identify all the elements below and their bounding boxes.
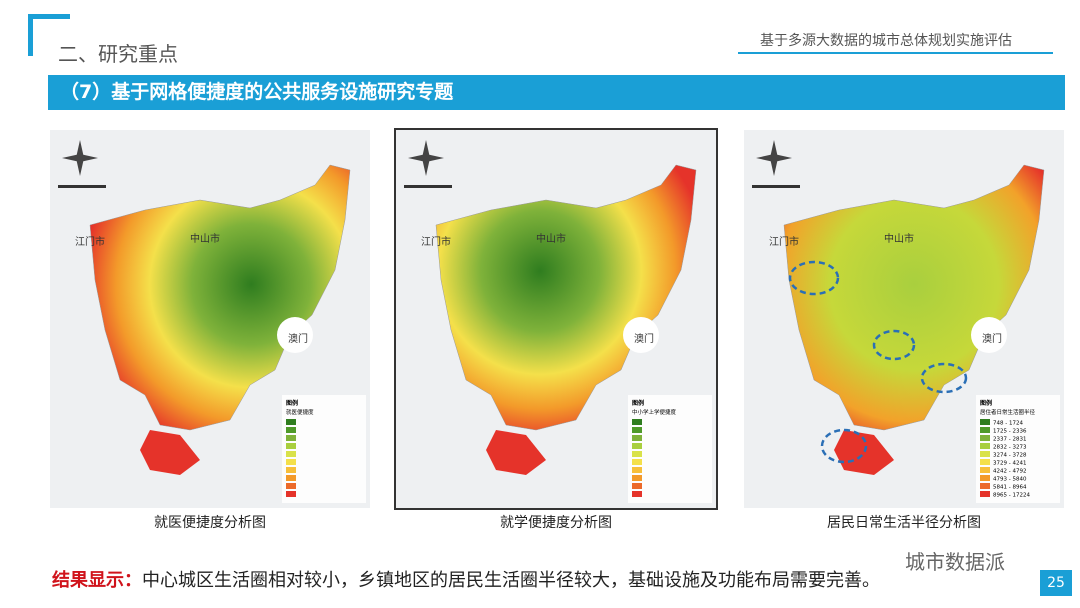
place-label: 中山市 [884, 232, 914, 245]
legend-swatch [980, 435, 990, 441]
legend-label: 3729 - 4241 [993, 461, 1026, 467]
place-label: 江门市 [769, 235, 799, 248]
macau [277, 317, 313, 353]
legend-swatch [632, 427, 642, 433]
place-label: 澳门 [982, 332, 1002, 345]
legend-swatch [286, 483, 296, 489]
island [834, 430, 894, 475]
legend-swatch [286, 435, 296, 441]
caption: 居民日常生活半径分析图 [827, 515, 981, 531]
legend-swatch [286, 427, 296, 433]
legend-swatch [632, 475, 642, 481]
legend-swatch [980, 443, 990, 449]
compass [62, 140, 98, 176]
legend-swatch [286, 475, 296, 481]
report-title: 基于多源大数据的城市总体规划实施评估 [760, 33, 1012, 49]
highlight [788, 260, 840, 296]
page-number: 25 [1040, 570, 1072, 596]
scale-bar [752, 185, 800, 188]
legend-swatch [632, 459, 642, 465]
legend-label: 4242 - 4792 [993, 469, 1026, 475]
legend-swatch [632, 491, 642, 497]
legend-swatch [980, 419, 990, 425]
legend-title: 图例 [980, 399, 992, 407]
place-label: 澳门 [288, 332, 308, 345]
compass [408, 140, 444, 176]
legend-swatch [286, 491, 296, 497]
legend-swatch [980, 459, 990, 465]
legend-swatch [632, 451, 642, 457]
legend-swatch [286, 443, 296, 449]
highlight [820, 428, 868, 464]
bracket [28, 14, 70, 56]
caption: 就医便捷度分析图 [154, 515, 266, 531]
legend-label: 3274 - 3728 [993, 453, 1027, 459]
place-label: 中山市 [190, 232, 220, 245]
conclusion: 结果显示：中心城区生活圈相对较小，乡镇地区的居民生活圈半径较大，基础设施及功能布… [52, 566, 880, 592]
legend-title: 图例 [286, 399, 298, 407]
compass [756, 140, 792, 176]
place-label: 江门市 [421, 235, 451, 248]
legend-subtitle: 居住者日常生活圈半径 [980, 408, 1036, 416]
legend-swatch [980, 427, 990, 433]
legend-swatch [980, 483, 990, 489]
legend-swatch [980, 475, 990, 481]
banner: （7）基于网格便捷度的公共服务设施研究专题 [48, 75, 1065, 110]
place-label: 澳门 [634, 332, 654, 345]
legend-swatch [632, 435, 642, 441]
conclusion-text: 中心城区生活圈相对较小，乡镇地区的居民生活圈半径较大，基础设施及功能布局需要完善… [142, 570, 880, 591]
place-label: 江门市 [75, 235, 105, 248]
legend-swatch [632, 419, 642, 425]
legend-label: 2832 - 3273 [993, 445, 1027, 451]
macau [623, 317, 659, 353]
highlight [872, 329, 916, 361]
island [486, 430, 546, 475]
caption: 就学便捷度分析图 [500, 515, 612, 531]
legend-swatch [980, 467, 990, 473]
island [140, 430, 200, 475]
legend-label: 5841 - 8964 [993, 485, 1027, 491]
rule [738, 52, 1053, 54]
legend-swatch [632, 443, 642, 449]
legend-swatch [632, 467, 642, 473]
highlight [920, 362, 968, 394]
conclusion-label: 结果显示： [52, 570, 142, 591]
legend-swatch [286, 451, 296, 457]
legend-swatch [632, 483, 642, 489]
legend-swatch [286, 419, 296, 425]
legend-swatch [286, 467, 296, 473]
legend-label: 2337 - 2831 [993, 437, 1026, 443]
macau [971, 317, 1007, 353]
legend-swatch [980, 491, 990, 497]
legend-label: 748 - 1724 [993, 421, 1023, 427]
legend-label: 8965 - 17224 [993, 493, 1030, 499]
legend-label: 1725 - 2336 [993, 429, 1027, 435]
watermark: 城市数据派 [905, 546, 1005, 575]
place-label: 中山市 [536, 232, 566, 245]
scale-bar [404, 185, 452, 188]
legend-label: 4793 - 5840 [993, 477, 1027, 483]
legend-swatch [980, 451, 990, 457]
legend-subtitle: 就医便捷度 [286, 408, 314, 416]
section-title: 二、研究重点 [58, 42, 178, 66]
legend-title: 图例 [632, 399, 644, 407]
scale-bar [58, 185, 106, 188]
legend-subtitle: 中小学上学便捷度 [632, 408, 677, 416]
legend-swatch [286, 459, 296, 465]
